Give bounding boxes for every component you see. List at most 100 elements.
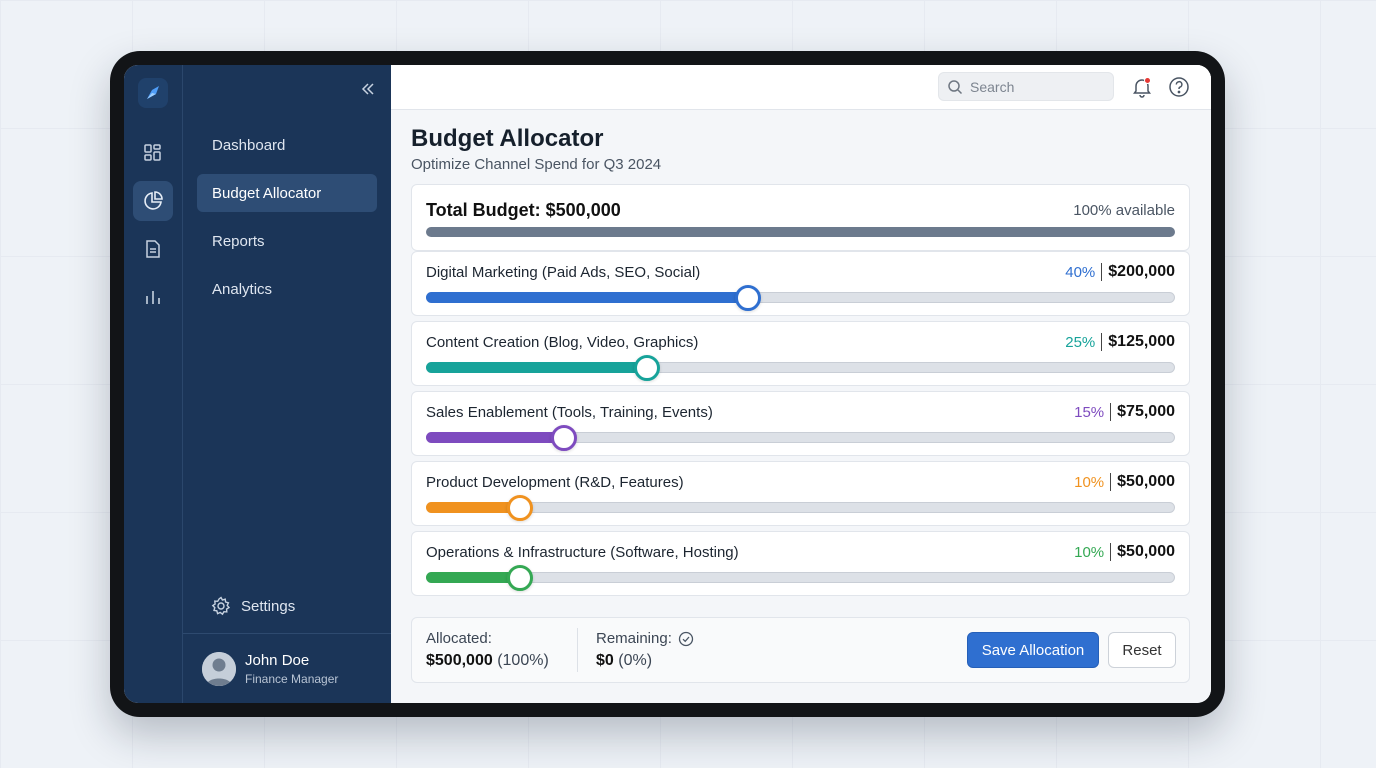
page-title: Budget Allocator	[411, 125, 604, 152]
allocation-values: 25% $125,000	[1065, 333, 1175, 351]
allocation-percent: 10%	[1074, 543, 1105, 561]
allocation-slider-thumb[interactable]	[634, 355, 661, 381]
value-separator	[1110, 473, 1112, 491]
save-allocation-button[interactable]: Save Allocation	[967, 632, 1099, 668]
avatar	[202, 651, 236, 686]
allocation-slider-track[interactable]	[426, 495, 1175, 521]
allocation-slider-fill	[426, 572, 520, 583]
allocated-amount: $500,000	[426, 652, 493, 669]
help-circle-icon	[1169, 77, 1189, 97]
value-separator	[1110, 543, 1112, 561]
search-box[interactable]	[938, 72, 1114, 101]
search-input[interactable]	[970, 78, 1100, 95]
allocation-row: Operations & Infrastructure (Software, H…	[411, 531, 1190, 596]
allocation-slider-thumb[interactable]	[507, 495, 534, 521]
help-button[interactable]	[1168, 76, 1190, 98]
value-separator	[1101, 263, 1103, 281]
total-budget-bar	[426, 227, 1175, 237]
value-separator	[1110, 403, 1112, 421]
nav-item-analytics[interactable]: Analytics	[212, 280, 273, 298]
nav-item-dashboard[interactable]: Dashboard	[212, 136, 286, 154]
allocated-label: Allocated:	[426, 630, 492, 647]
gear-icon	[211, 596, 231, 616]
allocation-label: Operations & Infrastructure (Software, H…	[426, 544, 739, 561]
allocation-slider-thumb[interactable]	[550, 425, 577, 451]
allocation-label: Product Development (R&D, Features)	[426, 474, 684, 491]
allocation-slider-fill	[426, 292, 748, 303]
navigation-panel: Dashboard Budget Allocator Reports Analy…	[183, 65, 391, 703]
total-budget-label: Total Budget: $500,000	[426, 200, 621, 220]
allocation-slider-fill	[426, 502, 520, 513]
allocation-label: Digital Marketing (Paid Ads, SEO, Social…	[426, 264, 701, 281]
allocation-amount: $200,000	[1108, 263, 1175, 280]
allocation-values: 15% $75,000	[1074, 403, 1175, 421]
allocation-values: 10% $50,000	[1074, 473, 1175, 491]
notifications-button[interactable]	[1131, 76, 1153, 98]
allocation-slider-track[interactable]	[426, 425, 1175, 451]
chevron-double-left-icon	[361, 83, 374, 95]
main-content: Budget Allocator Optimize Channel Spend …	[391, 65, 1211, 703]
check-circle-icon	[678, 631, 694, 646]
allocated-summary: Allocated: $500,000 (100%)	[426, 630, 549, 670]
remaining-percent: (0%)	[618, 652, 653, 669]
user-role: Finance Manager	[245, 671, 339, 686]
user-profile[interactable]: John Doe Finance Manager	[183, 633, 391, 703]
allocation-slider-track[interactable]	[426, 565, 1175, 591]
rail-dashboard-button[interactable]	[133, 133, 173, 173]
settings-link[interactable]: Settings	[211, 596, 295, 616]
grid-icon	[144, 144, 161, 161]
nav-item-reports[interactable]: Reports	[212, 232, 265, 250]
document-icon	[146, 240, 160, 258]
search-icon	[948, 79, 963, 94]
rail-budget-button[interactable]	[133, 181, 173, 221]
allocation-slider-fill	[426, 362, 647, 373]
summary-divider	[577, 628, 578, 672]
user-name: John Doe	[245, 651, 310, 669]
allocation-amount: $50,000	[1117, 473, 1175, 490]
allocation-label: Sales Enablement (Tools, Training, Event…	[426, 404, 713, 421]
value-separator	[1101, 333, 1103, 351]
allocation-row: Sales Enablement (Tools, Training, Event…	[411, 391, 1190, 456]
allocation-percent: 15%	[1074, 403, 1105, 421]
allocation-label: Content Creation (Blog, Video, Graphics)	[426, 334, 699, 351]
allocated-percent: (100%)	[497, 652, 549, 669]
allocation-percent: 10%	[1074, 473, 1105, 491]
page-subtitle: Optimize Channel Spend for Q3 2024	[411, 156, 662, 173]
nav-item-budget-allocator[interactable]: Budget Allocator	[197, 174, 377, 212]
total-available: 100% available	[1073, 202, 1175, 219]
allocation-percent: 40%	[1065, 263, 1096, 281]
tablet-frame: Dashboard Budget Allocator Reports Analy…	[110, 51, 1225, 717]
allocation-amount: $75,000	[1117, 403, 1175, 420]
remaining-label: Remaining:	[596, 630, 672, 647]
bar-chart-icon	[146, 291, 160, 304]
allocation-row: Product Development (R&D, Features) 10% $5…	[411, 461, 1190, 526]
allocation-values: 10% $50,000	[1074, 543, 1175, 561]
allocation-row: Content Creation (Blog, Video, Graphics)…	[411, 321, 1190, 386]
remaining-summary: Remaining: $0 (0%)	[596, 630, 694, 670]
allocation-slider-track[interactable]	[426, 285, 1175, 311]
reset-button[interactable]: Reset	[1108, 632, 1176, 668]
top-bar	[391, 65, 1211, 110]
allocation-slider-thumb[interactable]	[507, 565, 534, 591]
remaining-value: $0 (0%)	[596, 652, 694, 670]
app-logo[interactable]	[138, 78, 168, 108]
allocation-percent: 25%	[1065, 333, 1096, 351]
rail-analytics-button[interactable]	[133, 277, 173, 317]
collapse-sidebar-button[interactable]	[359, 79, 377, 99]
bell-icon	[1133, 77, 1151, 98]
rail-reports-button[interactable]	[133, 229, 173, 269]
remaining-amount: $0	[596, 652, 614, 669]
allocation-slider-fill	[426, 432, 563, 443]
allocation-slider-thumb[interactable]	[735, 285, 762, 311]
summary-footer: Allocated: $500,000 (100%) Remaining:	[411, 617, 1190, 683]
total-budget-card: Total Budget: $500,000 100% available	[411, 184, 1190, 251]
allocation-slider-track[interactable]	[426, 355, 1175, 381]
pie-chart-icon	[144, 191, 163, 210]
notification-dot-icon	[1144, 77, 1151, 84]
settings-label: Settings	[241, 597, 296, 615]
allocated-value: $500,000 (100%)	[426, 652, 549, 670]
allocation-amount: $125,000	[1108, 333, 1175, 350]
nav-list: Dashboard Budget Allocator Reports Analy…	[197, 126, 377, 318]
allocation-values: 40% $200,000	[1065, 263, 1175, 281]
app-screen: Dashboard Budget Allocator Reports Analy…	[124, 65, 1211, 703]
